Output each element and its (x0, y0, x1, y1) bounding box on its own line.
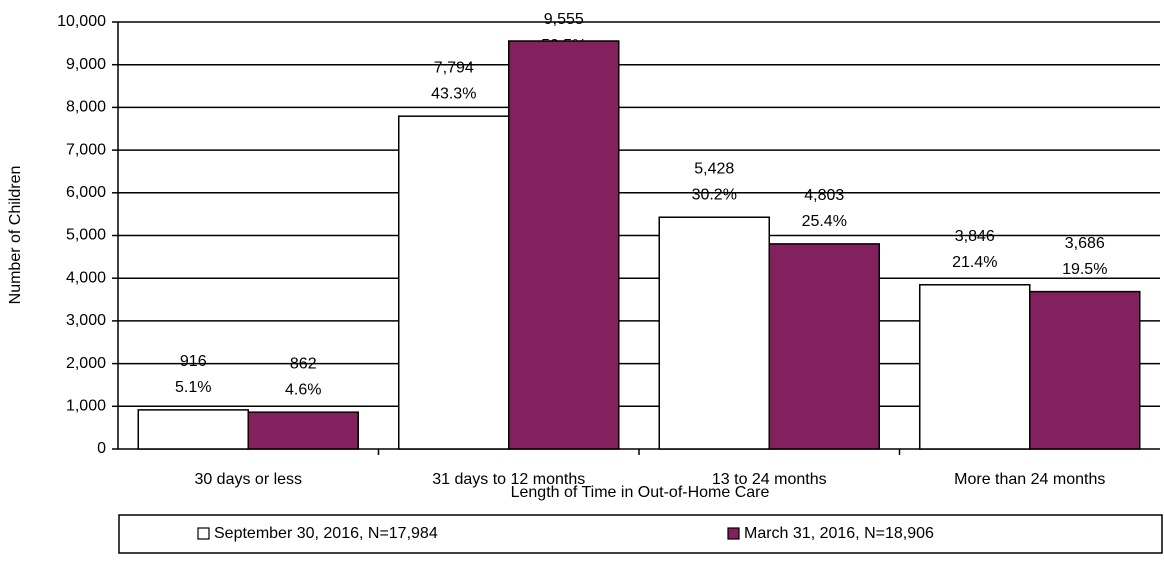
value-label: 9,555 (544, 11, 584, 28)
bar (658, 216, 770, 450)
value-label: 7,794 (434, 59, 474, 76)
x-tick-label: More than 24 months (954, 471, 1105, 488)
x-tick-label: 13 to 24 months (712, 471, 827, 488)
value-label: 3,686 (1065, 235, 1105, 252)
legend-swatch (197, 527, 210, 540)
y-axis-title: Number of Children (7, 166, 24, 305)
bar (508, 40, 620, 450)
legend-box (118, 514, 1163, 554)
y-tick-label: 10,000 (57, 13, 106, 30)
legend-label: March 31, 2016, N=18,906 (744, 525, 934, 542)
y-tick-label: 7,000 (66, 141, 106, 158)
percent-label: 19.5% (1062, 261, 1107, 278)
value-label: 3,846 (955, 228, 995, 245)
percent-label: 5.1% (175, 379, 211, 396)
percent-label: 25.4% (802, 213, 847, 230)
legend-swatch (727, 527, 740, 540)
y-tick-label: 5,000 (66, 227, 106, 244)
percent-label: 21.4% (952, 254, 997, 271)
y-tick-label: 9,000 (66, 56, 106, 73)
bar (768, 243, 880, 450)
percent-label: 43.3% (431, 85, 476, 102)
percent-label: 30.2% (692, 186, 737, 203)
bar (137, 409, 249, 450)
legend-label: September 30, 2016, N=17,984 (214, 525, 438, 542)
value-label: 5,428 (694, 160, 734, 177)
percent-label: 4.6% (285, 381, 321, 398)
y-tick-label: 2,000 (66, 355, 106, 372)
y-tick-label: 4,000 (66, 269, 106, 286)
value-label: 916 (180, 353, 207, 370)
y-tick-label: 8,000 (66, 99, 106, 116)
bar (247, 411, 359, 450)
bar (1029, 290, 1141, 450)
y-tick-label: 3,000 (66, 312, 106, 329)
x-tick-label: 30 days or less (194, 471, 302, 488)
y-tick-label: 6,000 (66, 184, 106, 201)
x-tick-label: 31 days to 12 months (432, 471, 585, 488)
bar (398, 115, 510, 450)
y-tick-label: 1,000 (66, 398, 106, 415)
bar (919, 284, 1031, 450)
y-tick-label: 0 (97, 440, 106, 457)
value-label: 4,803 (804, 187, 844, 204)
x-axis-title: Length of Time in Out-of-Home Care (511, 484, 770, 501)
